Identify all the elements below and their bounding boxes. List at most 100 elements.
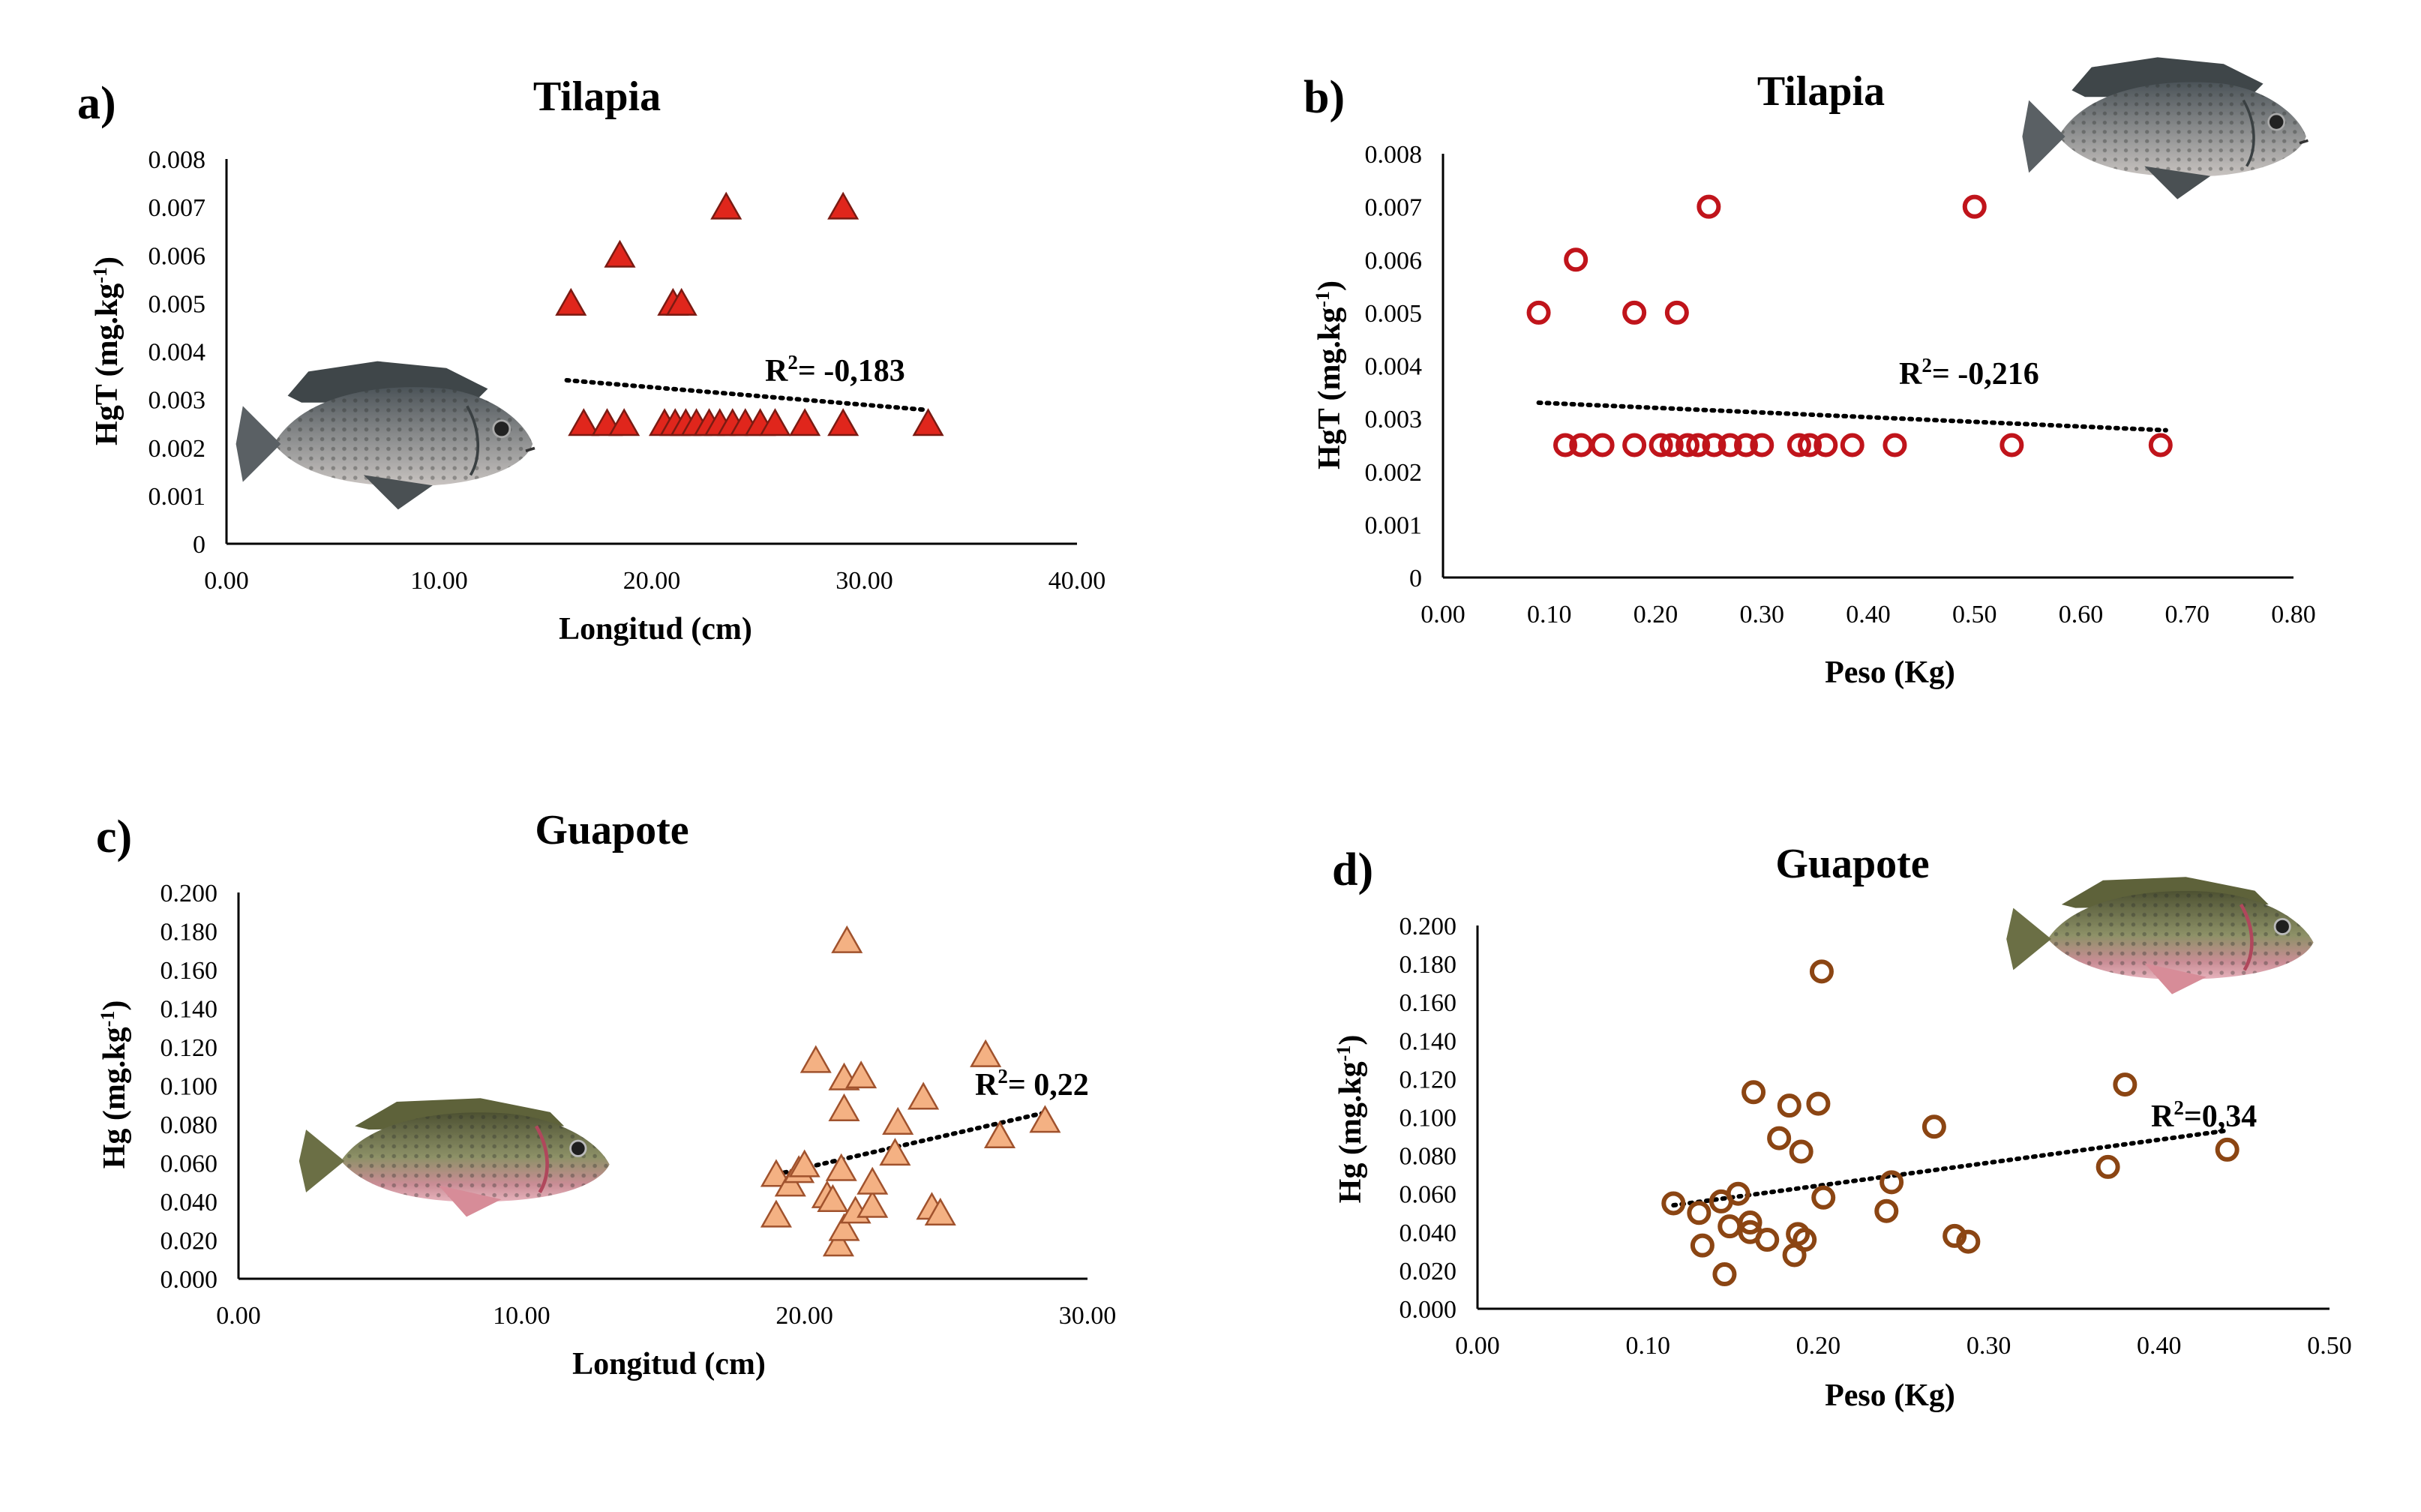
chart-title-a: Tilapia [533,74,661,120]
y-tick-label: 0 [1409,565,1422,592]
data-point [789,408,821,436]
data-point [2096,1154,2120,1179]
data-point [970,1039,1002,1067]
data-point [1956,1229,1981,1254]
panel-label-c: c) [96,812,132,862]
trendline [1536,400,2168,433]
data-point [856,1190,889,1218]
x-tick-label: 10.00 [493,1302,550,1330]
data-point [828,1093,860,1121]
data-point [1767,1126,1792,1150]
y-tick-label: 0.005 [148,290,206,318]
chart-title-c: Guapote [535,807,688,854]
plot-area-b: 0 0.001 0.002 0.003 0.004 0.005 0.006 0.007 0.00… [1365,141,2316,628]
y-tick-label: 0.080 [160,1112,218,1139]
y-tick-label: 0.040 [160,1189,218,1216]
chart-title-d: Guapote [1775,841,1929,887]
y-axis-label-a: HgT (mg.kg-1) [89,256,124,446]
y-tick-label: 0.004 [1365,353,1423,381]
panel-label-b: b) [1304,72,1345,123]
x-tick-label: 0.00 [1420,601,1466,628]
y-axis-label-b: HgT (mg.kg-1) [1312,280,1347,470]
y-tick-label: 0.003 [148,387,206,415]
y-tick-label: 0.002 [1365,459,1423,487]
y-axis-label-d: Hg (mg.kg-1) [1333,1035,1368,1204]
data-point [2000,433,2024,458]
data-point [1786,433,1811,458]
data-point [774,1168,806,1197]
x-tick-label: 20.00 [776,1302,833,1330]
r2-annotation-b: R2= -0,216 [1899,354,2039,392]
data-point [1874,1198,1899,1223]
data-point [1686,433,1711,458]
y-tick-label: 0.001 [148,483,206,511]
data-point [1742,1080,1766,1105]
r2-annotation-a: R2= -0,183 [765,351,905,388]
fish-photo-c [299,1098,610,1216]
trendline [564,377,931,412]
x-axis-label-b: Peso (Kg) [1825,656,1955,690]
x-axis-label-c: Longitud (cm) [572,1347,766,1382]
data-point [1777,1094,1802,1118]
y-tick-label: 0.160 [1400,989,1457,1017]
y-tick-label: 0.000 [160,1266,218,1294]
x-tick-label: 30.00 [836,567,893,595]
y-tick-label: 0.100 [1400,1105,1457,1132]
y-tick-label: 0.008 [1365,141,1423,169]
x-tick-label: 0.20 [1796,1332,1841,1360]
y-tick-label: 0.120 [160,1034,218,1062]
data-point [1690,1233,1714,1258]
y-tick-label: 0.007 [1365,194,1423,222]
y-tick-label: 0.020 [1400,1258,1457,1286]
data-point [1659,433,1684,458]
plot-area-d: 0.000 0.020 0.040 0.060 0.080 0.100 0.120 0.140… [1400,913,2352,1360]
y-tick-label: 0.008 [148,146,206,174]
data-point [1962,194,1987,219]
data-point [1687,1201,1712,1226]
data-point [608,408,640,436]
x-tick-label: 0.50 [2307,1332,2352,1360]
data-point [1942,1223,1967,1248]
data-point [788,1149,820,1178]
data-point [1733,433,1758,458]
data-point [1755,1228,1780,1252]
y-tick-label: 0.080 [1400,1143,1457,1171]
r2-annotation-d: R2=0,34 [2151,1096,2257,1134]
y-tick-label: 0.060 [160,1150,218,1178]
data-point [800,1045,832,1073]
fish-photo-d [2006,877,2313,994]
data-point [828,1213,860,1241]
x-tick-label: 0.80 [2271,601,2316,628]
chart-title-b: Tilapia [1757,68,1885,115]
y-tick-label: 0.002 [148,435,206,463]
data-point [1718,433,1742,458]
fish-photo-b [2020,56,2310,201]
chart-panel-c: c) Guapote 0.000 0.020 0.040 0.060 0.080 0.10… [96,807,1116,1382]
x-tick-label: 0.30 [1740,601,1785,628]
data-point [1880,1170,1904,1195]
y-tick-label: 0.060 [1400,1181,1457,1209]
data-point [710,191,742,220]
panel-label-d: d) [1332,844,1373,896]
x-tick-label: 0.30 [1966,1332,2012,1360]
data-point [759,408,791,436]
chart-panel-b: b) Tilapia 0 0.001 0.002 0.003 0.004 0.005 0.0… [1304,56,2316,690]
y-tick-label: 0.003 [1365,406,1423,434]
y-tick-label: 0.000 [1400,1296,1457,1324]
data-point [1718,1214,1742,1239]
x-tick-label: 40.00 [1048,567,1106,595]
x-tick-label: 0.50 [1952,601,1997,628]
y-tick-label: 0.120 [1400,1066,1457,1094]
y-tick-label: 0.006 [148,242,206,270]
x-tick-label: 0.00 [216,1302,261,1330]
data-point [856,1166,889,1195]
data-point [1622,433,1647,458]
x-tick-label: 0.10 [1625,1332,1670,1360]
data-point [1702,433,1726,458]
y-tick-label: 0.200 [160,880,218,908]
trendline [1671,1128,2230,1208]
data-point [827,408,860,436]
data-point [604,239,636,268]
y-tick-label: 0.140 [1400,1028,1457,1055]
